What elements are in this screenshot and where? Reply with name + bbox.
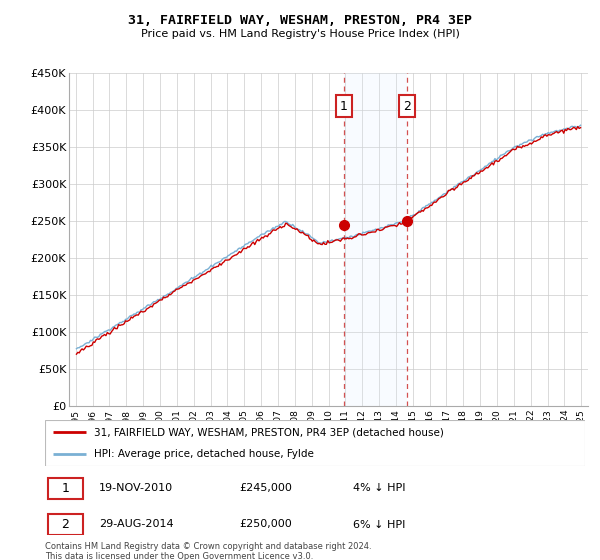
Text: Price paid vs. HM Land Registry's House Price Index (HPI): Price paid vs. HM Land Registry's House … <box>140 29 460 39</box>
Text: 31, FAIRFIELD WAY, WESHAM, PRESTON, PR4 3EP (detached house): 31, FAIRFIELD WAY, WESHAM, PRESTON, PR4 … <box>94 427 443 437</box>
Text: 2: 2 <box>403 100 411 113</box>
Text: 29-AUG-2014: 29-AUG-2014 <box>99 520 173 530</box>
Text: 4% ↓ HPI: 4% ↓ HPI <box>353 483 406 493</box>
Text: £245,000: £245,000 <box>239 483 292 493</box>
Bar <box>48 478 83 499</box>
Text: 1: 1 <box>62 482 70 495</box>
Text: 31, FAIRFIELD WAY, WESHAM, PRESTON, PR4 3EP: 31, FAIRFIELD WAY, WESHAM, PRESTON, PR4 … <box>128 14 472 27</box>
Text: 6% ↓ HPI: 6% ↓ HPI <box>353 520 405 530</box>
Text: Contains HM Land Registry data © Crown copyright and database right 2024.
This d: Contains HM Land Registry data © Crown c… <box>45 542 371 560</box>
Text: £250,000: £250,000 <box>239 520 292 530</box>
Text: 1: 1 <box>340 100 348 113</box>
Text: HPI: Average price, detached house, Fylde: HPI: Average price, detached house, Fyld… <box>94 449 313 459</box>
Bar <box>48 514 83 535</box>
Text: 2: 2 <box>62 518 70 531</box>
Bar <box>344 73 407 406</box>
Text: 19-NOV-2010: 19-NOV-2010 <box>99 483 173 493</box>
